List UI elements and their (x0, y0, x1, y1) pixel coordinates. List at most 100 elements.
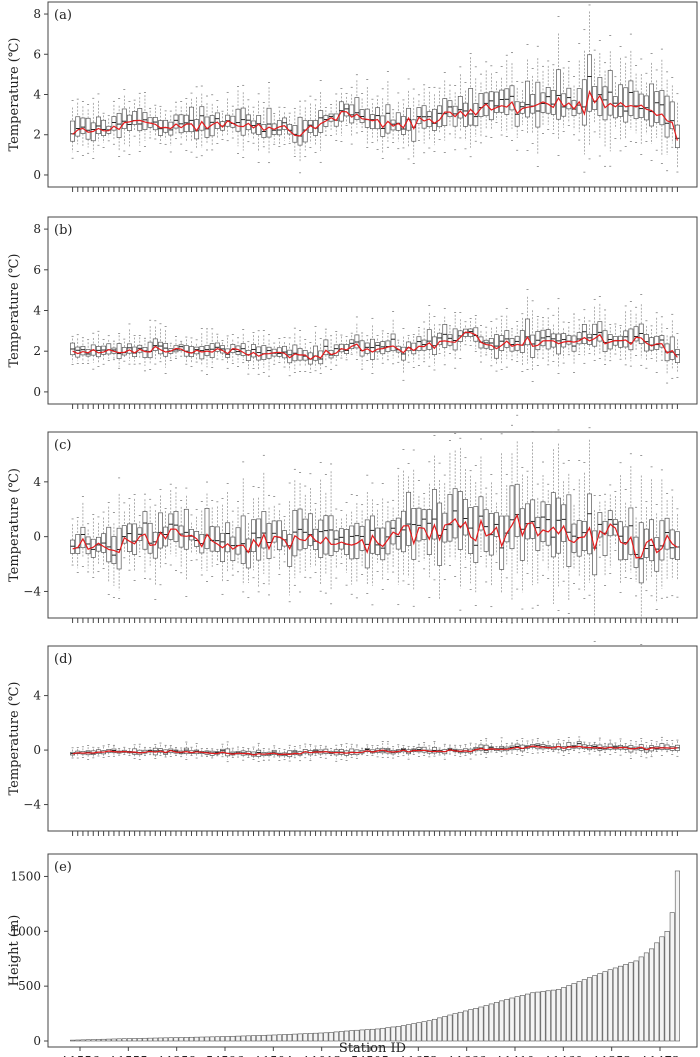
station-box (426, 305, 432, 367)
box-body (426, 509, 432, 555)
station-box (509, 424, 515, 624)
station-box (313, 99, 318, 153)
height-bar (654, 942, 660, 1042)
box-body (251, 344, 256, 358)
box-body (401, 510, 406, 553)
box-body (618, 84, 623, 117)
station-box (266, 334, 272, 377)
box-body (385, 104, 391, 134)
panel-a: (a) Temperature (℃) 0 2 4 6 8 (7, 1, 698, 192)
box-body (525, 80, 530, 118)
box-body (561, 333, 567, 348)
station-box (369, 98, 375, 143)
box-body (468, 507, 474, 554)
station-box (328, 335, 334, 370)
station-box (70, 100, 76, 159)
station-box (80, 746, 86, 758)
height-bar (473, 1008, 479, 1042)
station-box (199, 501, 205, 576)
station-box (623, 305, 629, 366)
box-body (457, 491, 463, 550)
height-bar (225, 1036, 231, 1042)
station-box (612, 76, 618, 139)
height-bar (214, 1036, 220, 1042)
station-box (442, 474, 448, 581)
station-box (142, 493, 148, 579)
station-box (587, 427, 592, 596)
height-bar (183, 1037, 189, 1042)
box-body (245, 114, 251, 131)
height-bar (178, 1037, 184, 1042)
box-body (80, 346, 86, 356)
station-box (499, 315, 505, 370)
y-axis-label: Temperature (℃) (7, 38, 22, 152)
height-bar (493, 1002, 499, 1042)
station-box (545, 60, 551, 130)
box-body (121, 525, 127, 544)
box-body (426, 329, 432, 350)
panel-c: (c) Temperature (℃)−4 0 4 (7, 414, 698, 645)
box-body (514, 335, 520, 351)
station-box (364, 474, 370, 594)
station-box (406, 463, 412, 585)
station-box (571, 76, 577, 136)
station-box (318, 80, 324, 163)
station-box (194, 743, 200, 759)
station-box (282, 107, 287, 145)
station-box (163, 508, 169, 565)
station-box (494, 318, 499, 372)
station-box (654, 741, 660, 752)
x-tick-label: A1410 (494, 1054, 534, 1057)
station-box (442, 308, 448, 366)
station-box (194, 509, 200, 561)
station-box (178, 340, 184, 357)
station-box (561, 462, 567, 582)
box-body (183, 508, 189, 550)
station-box (654, 69, 660, 151)
height-bar (421, 1021, 427, 1042)
station-box (178, 500, 184, 574)
box-body (581, 79, 587, 126)
box-body (406, 491, 412, 546)
panel-label: (b) (54, 223, 72, 238)
station-box (550, 431, 556, 620)
box-body (468, 88, 474, 126)
station-box (633, 306, 639, 356)
station-box (364, 79, 370, 148)
box-body (173, 511, 179, 542)
station-box (349, 332, 355, 355)
station-box (525, 44, 530, 151)
box-body (354, 522, 360, 559)
station-box (499, 737, 505, 757)
station-box (235, 86, 241, 154)
height-bar (256, 1035, 262, 1042)
height-bar (556, 989, 562, 1042)
box-body (390, 333, 396, 352)
station-box (313, 326, 318, 372)
box-body (421, 509, 427, 540)
height-bar (390, 1026, 396, 1042)
box-body (96, 116, 101, 135)
station-box (514, 81, 520, 151)
height-bar (168, 1037, 174, 1042)
station-box (276, 503, 282, 575)
box-body (416, 336, 422, 351)
height-bar (313, 1032, 319, 1042)
height-bar (659, 936, 665, 1042)
box-body (452, 488, 458, 539)
box-body (633, 90, 639, 120)
station-box (633, 64, 639, 143)
box-body (545, 87, 551, 114)
station-box (132, 494, 138, 581)
station-box (230, 510, 236, 576)
box-body (287, 534, 293, 567)
height-bar (354, 1029, 360, 1042)
box-body (556, 69, 561, 120)
box-body (628, 328, 634, 351)
box-body (147, 522, 153, 554)
station-box (292, 107, 298, 157)
box-body (132, 111, 138, 125)
station-box (519, 738, 525, 756)
height-bar (318, 1032, 324, 1042)
